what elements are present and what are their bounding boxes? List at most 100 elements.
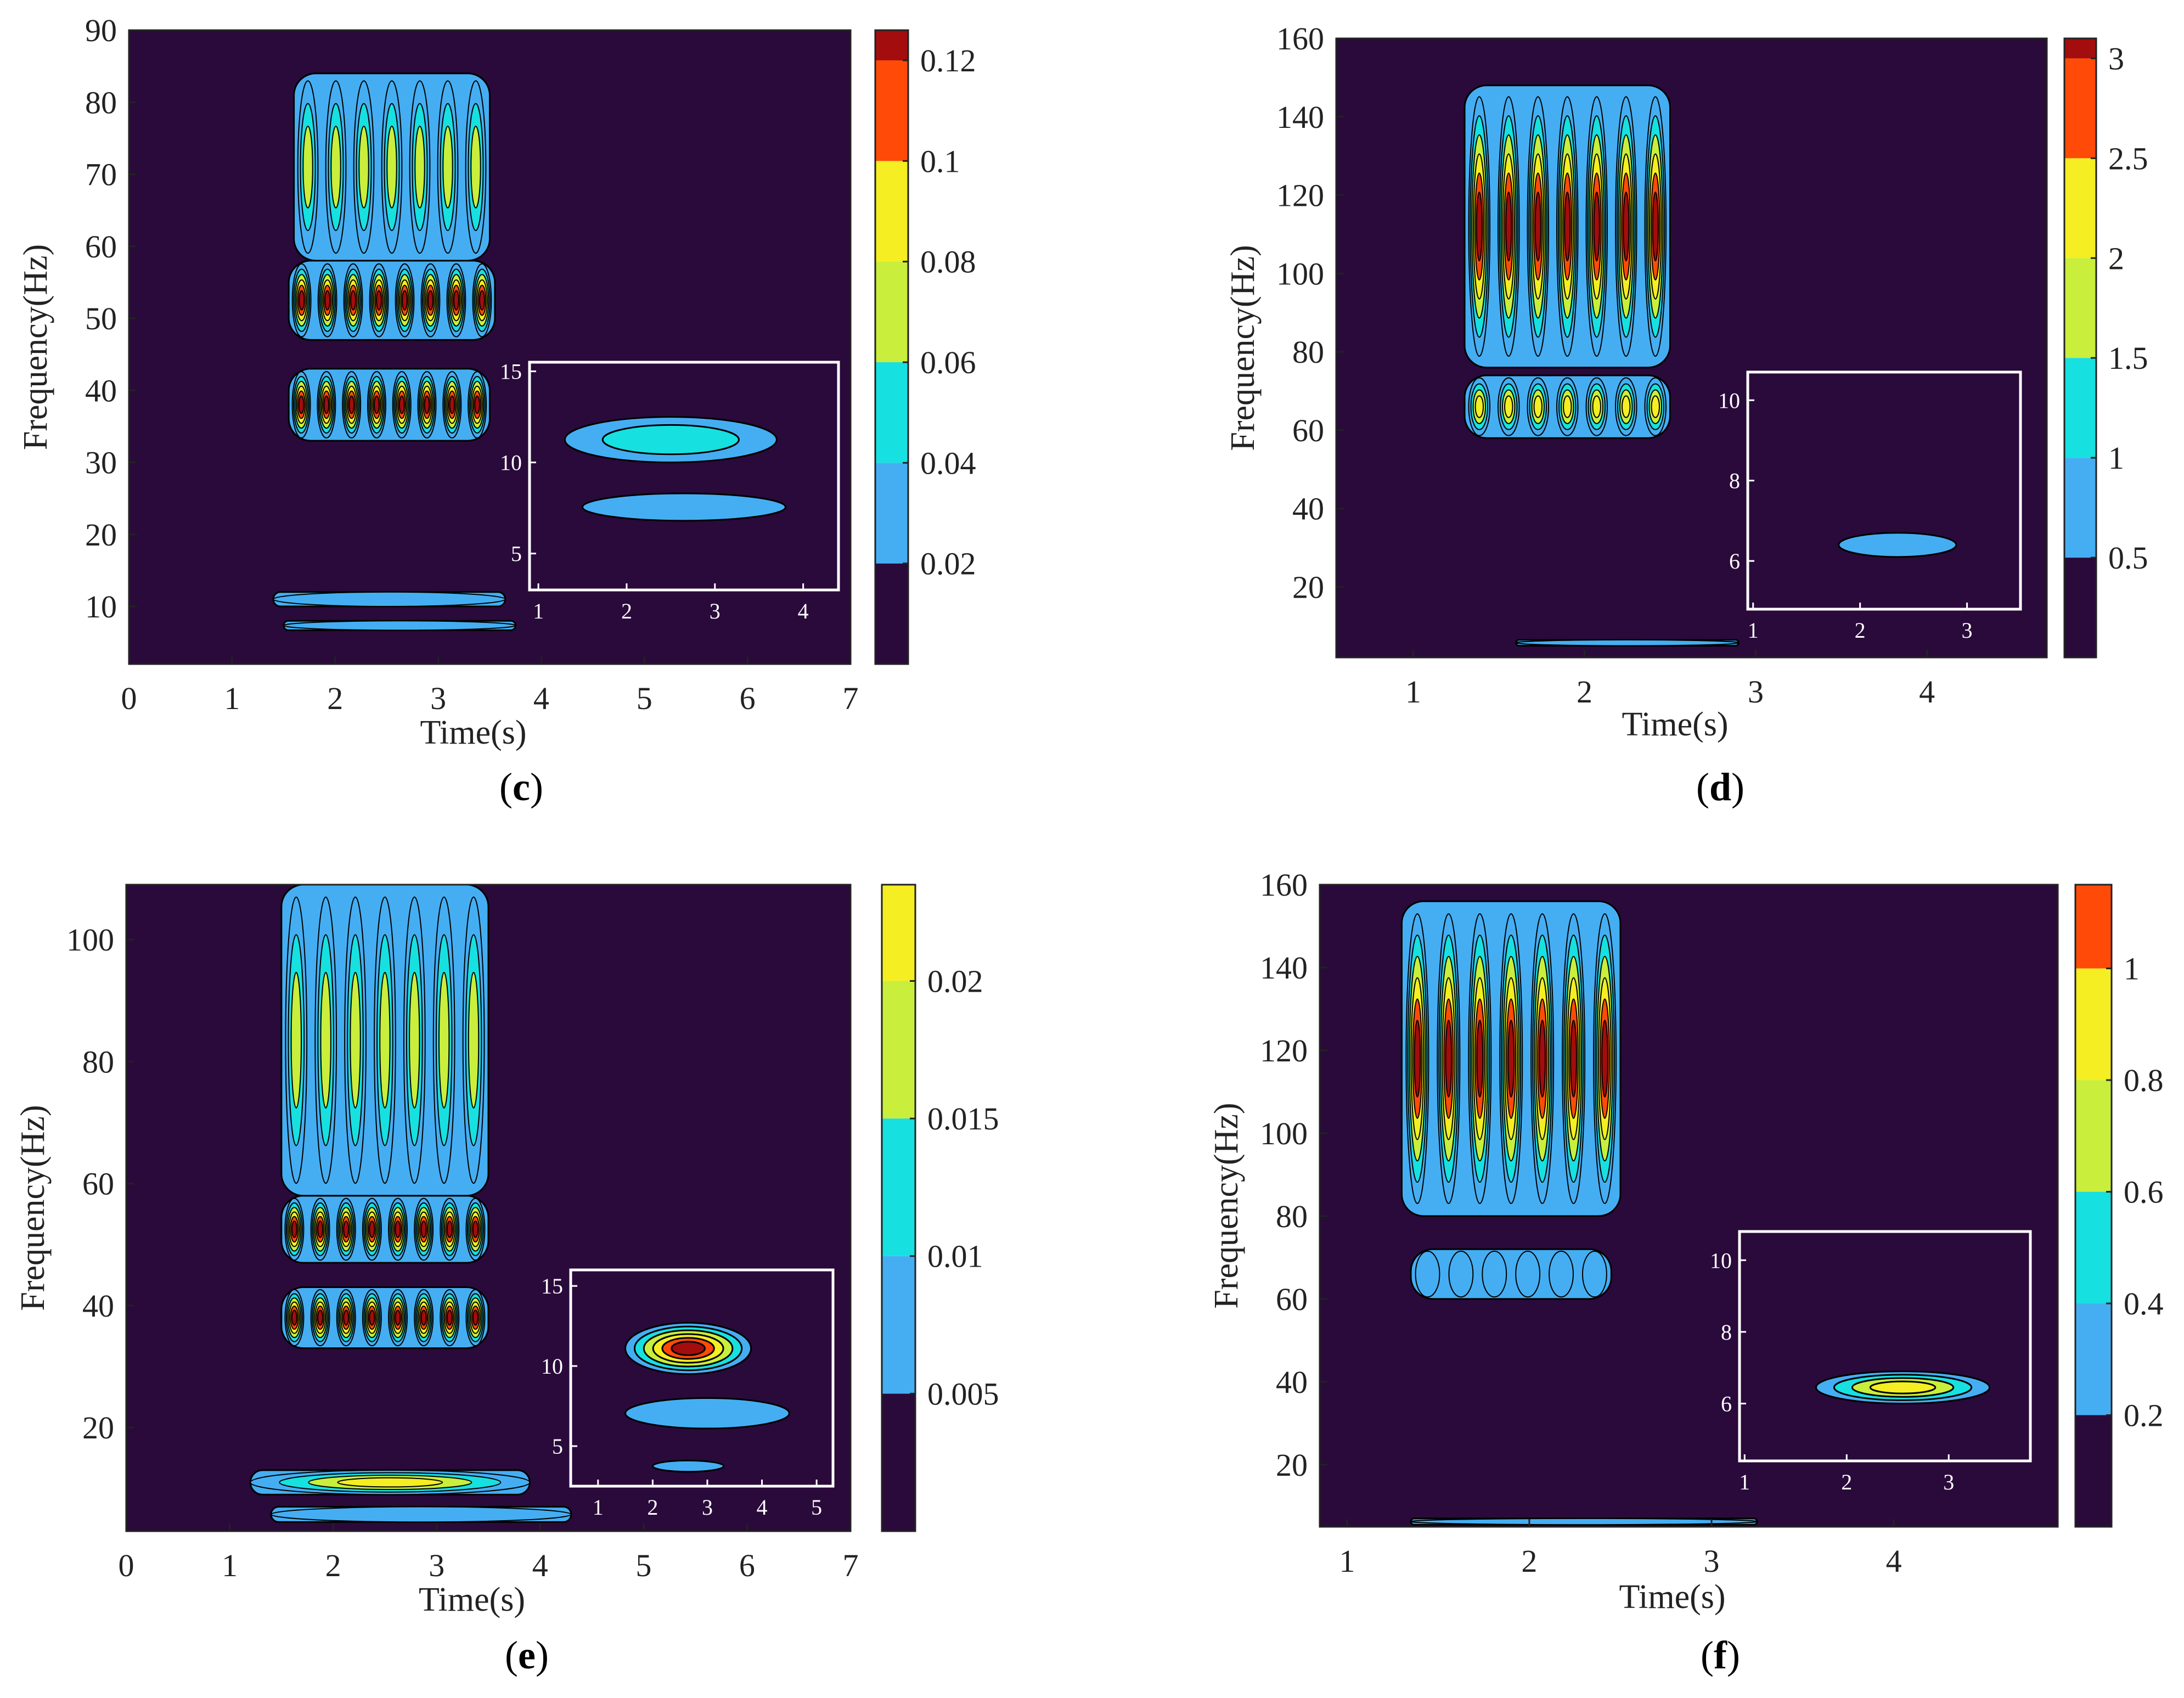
band-peak xyxy=(1476,1020,1484,1098)
x-axis-label: Time(s) xyxy=(1622,706,1728,743)
band-peak xyxy=(446,1309,453,1326)
energy-band xyxy=(1400,900,1622,1217)
colorbar: 0.5 1 1.5 2 2.5 3 xyxy=(2063,37,2148,659)
x-tick-label: 4 xyxy=(533,681,549,716)
inset-x-tick-label: 1 xyxy=(1739,1470,1750,1494)
band-peak xyxy=(290,971,302,1109)
band-peak xyxy=(1593,192,1600,262)
colorbar: 0.02 0.04 0.06 0.08 0.1 0.12 xyxy=(874,29,976,665)
inset-blob xyxy=(1869,1380,1937,1395)
band-peak xyxy=(398,395,405,414)
y-tick-label: 80 xyxy=(1276,1199,1308,1234)
band-peak xyxy=(1410,1517,1758,1526)
band-peak xyxy=(330,126,341,209)
band-peak xyxy=(395,1309,401,1326)
x-axis-label: Time(s) xyxy=(420,714,526,751)
band-peak xyxy=(1622,395,1631,418)
y-tick-label: 30 xyxy=(85,445,117,481)
inset-x-tick-label: 2 xyxy=(1855,618,1866,643)
colorbar-tick-label: 1.5 xyxy=(2108,340,2148,376)
panel-c: 1 2 3 4 5 10 15 0 1 2 3 4 5 6 7 10 20 30 40 50 60 70 80 90 Time(… xyxy=(17,13,976,809)
inset-y-tick-label: 5 xyxy=(511,542,522,566)
band-peak xyxy=(1504,395,1513,418)
colorbar-segment xyxy=(2064,58,2096,159)
band-peak xyxy=(1414,1020,1421,1098)
band-peak xyxy=(1623,192,1630,262)
band-peak xyxy=(446,1221,453,1238)
inset-y-tick-label: 10 xyxy=(1718,388,1740,413)
colorbar-segment xyxy=(2064,158,2096,258)
colorbar-tick-label: 0.12 xyxy=(920,43,976,78)
y-tick-label: 20 xyxy=(1276,1447,1308,1483)
inset-x-tick-label: 3 xyxy=(710,599,721,623)
y-tick-label: 60 xyxy=(1292,413,1324,448)
colorbar-segment xyxy=(882,981,915,1119)
colorbar-segment xyxy=(2075,1303,2112,1415)
inset-frame xyxy=(528,361,840,592)
band-peak xyxy=(1539,1020,1546,1098)
band-peak xyxy=(350,971,361,1109)
y-tick-label: 60 xyxy=(82,1166,114,1202)
band-peak xyxy=(1505,192,1512,262)
inset-y-tick-label: 8 xyxy=(1721,1320,1732,1345)
band-peak xyxy=(291,1221,297,1238)
band-peak xyxy=(343,1221,350,1238)
y-tick-label: 10 xyxy=(85,589,117,625)
x-tick-label: 4 xyxy=(532,1548,548,1583)
band-peak xyxy=(1534,192,1541,262)
colorbar-segment xyxy=(2064,258,2096,358)
inset-y-tick-label: 10 xyxy=(500,451,522,475)
band-envelope xyxy=(280,1286,489,1350)
spectrogram xyxy=(249,885,572,1523)
y-tick-label: 120 xyxy=(1276,178,1324,213)
energy-band xyxy=(1463,374,1671,439)
colorbar: 0.005 0.01 0.015 0.02 xyxy=(881,884,999,1532)
colorbar-segment xyxy=(2075,1415,2112,1527)
inset-blob xyxy=(671,1341,706,1356)
x-tick-label: 7 xyxy=(843,1548,859,1583)
plot-frame xyxy=(1335,37,2048,659)
inset-y-tick-label: 6 xyxy=(1721,1392,1732,1416)
inset-y-tick-label: 8 xyxy=(1729,469,1740,493)
band-peak xyxy=(302,126,313,209)
colorbar-tick-label: 0.6 xyxy=(2124,1174,2164,1210)
inset-x-tick-label: 1 xyxy=(593,1495,604,1520)
y-tick-label: 50 xyxy=(85,301,117,336)
panel-caption: (c) xyxy=(499,765,543,809)
colorbar-tick-label: 0.015 xyxy=(927,1101,999,1137)
colorbar-segment xyxy=(875,261,908,362)
band-peak xyxy=(409,971,420,1109)
band-peak xyxy=(337,1477,443,1488)
y-tick-label: 90 xyxy=(85,13,117,48)
band-peak xyxy=(343,1309,350,1326)
colorbar-segment xyxy=(882,885,915,981)
x-tick-label: 1 xyxy=(1339,1543,1355,1579)
x-tick-label: 3 xyxy=(429,1548,444,1583)
y-tick-label: 100 xyxy=(1276,256,1324,291)
band-peak xyxy=(1474,395,1484,418)
inset-frame xyxy=(569,1268,835,1488)
band-envelope xyxy=(1410,1248,1612,1300)
x-tick-label: 4 xyxy=(1886,1543,1902,1579)
band-peak xyxy=(414,126,425,209)
inset-y-tick-label: 5 xyxy=(552,1434,563,1459)
x-tick-label: 0 xyxy=(121,681,137,716)
colorbar-tick-label: 0.02 xyxy=(927,963,983,999)
energy-band xyxy=(288,260,496,341)
energy-band xyxy=(249,1469,531,1495)
band-peak xyxy=(472,1221,479,1238)
band-peak xyxy=(1570,1020,1577,1098)
band-peak xyxy=(1507,1020,1515,1098)
colorbar-tick-label: 1 xyxy=(2108,440,2124,476)
y-tick-label: 80 xyxy=(1292,334,1324,370)
band-peak xyxy=(298,395,305,414)
inset-y-tick-label: 10 xyxy=(541,1354,563,1379)
band-peak xyxy=(1563,395,1572,418)
colorbar-frame xyxy=(2074,884,2113,1528)
panel-caption: (f) xyxy=(1701,1633,1740,1677)
inset-x-tick-label: 3 xyxy=(702,1495,713,1520)
band-peak xyxy=(1592,395,1601,418)
inset-frame xyxy=(1738,1230,2032,1463)
